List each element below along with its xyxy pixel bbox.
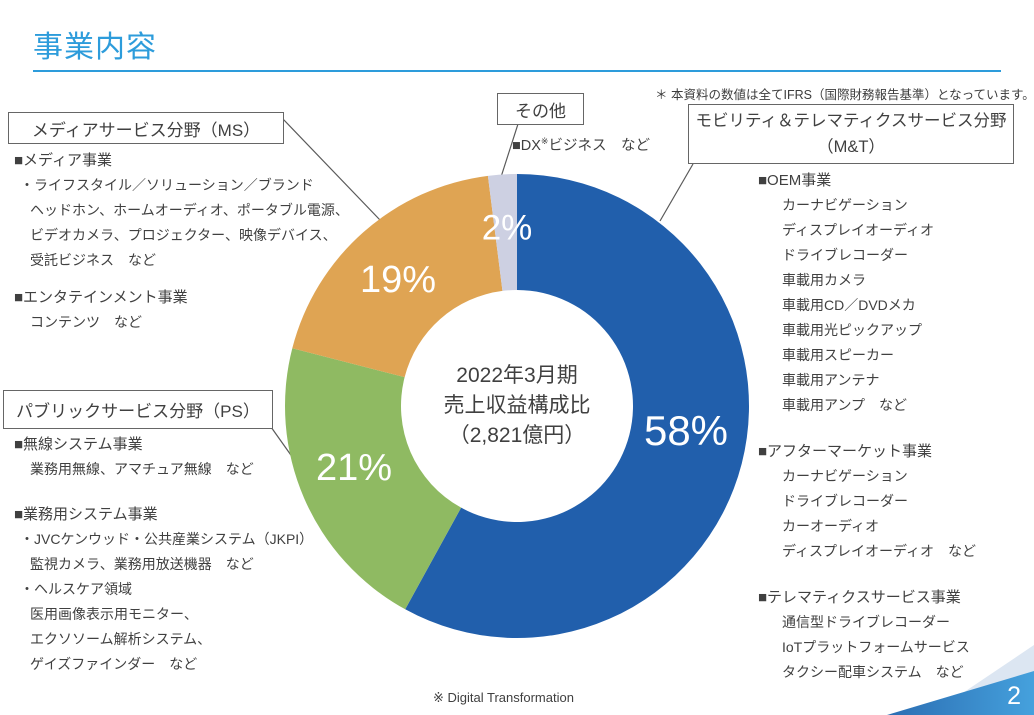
ps-business-list: ■無線システム事業 業務用無線、アマチュア無線 など ■業務用システム事業 ・J… [14,432,313,677]
group-heading: ■エンタテインメント事業 [14,289,188,306]
donut-label-other: 2% [481,208,533,248]
segment-box-ps: パブリックサービス分野（PS） [3,390,273,429]
list-line: エクソソーム解析システム、 [30,631,212,647]
mt-group-aftermarket: ■アフターマーケット事業 カーナビゲーション ドライブレコーダー カーオーディオ… [758,439,976,564]
donut-slice-other [487,174,517,291]
donut-slice-ps [285,348,462,610]
list-line: ヘッドホン、ホームオーディオ、ポータブル電源、 [30,202,349,218]
ifrs-note: ＊ 本資料の数値は全てIFRS（国際財務報告基準）となっています。 [655,88,1034,102]
list-line: ・ヘルスケア領域 [20,581,132,597]
list-line: ドライブレコーダー [782,247,908,263]
page-number: 2 [1007,682,1021,710]
list-line: ゲイズファインダー など [30,656,198,672]
list-line: 車載用CD／DVDメカ [782,297,916,313]
donut-center-label: 2022年3月期 売上収益構成比 （2,821億円） [444,361,591,451]
list-line: IoTプラットフォームサービス [782,639,970,655]
page-title: 事業内容 [33,31,157,64]
other-dx-note: ■DX※ビジネス など [512,134,650,155]
list-line: 車載用アンテナ [782,372,880,388]
connector-line-mt [659,163,694,222]
group-heading: ■アフターマーケット事業 [758,443,933,460]
list-line: 通信型ドライブレコーダー [782,614,950,630]
list-line: カーオーディオ [782,518,880,534]
connector-line-ps [270,426,294,459]
connector-line-other [500,123,519,178]
segment-box-other-label: その他 [515,101,566,121]
donut-label-ms: 19% [359,259,437,301]
list-line: ・JVCケンウッド・公共産業システム（JKPI） [20,531,314,547]
title-underline [33,70,1001,72]
list-line: 医用画像表示用モニター、 [30,606,198,622]
ms-group-media: ■メディア事業 ・ライフスタイル／ソリューション／ブランド ヘッドホン、ホームオ… [14,148,349,273]
list-line: ・ライフスタイル／ソリューション／ブランド [20,177,314,193]
segment-box-mt-label-line1: モビリティ＆テレマティクスサービス分野 [695,112,1007,130]
list-line: 車載用光ピックアップ [782,322,922,338]
center-label-line3: （2,821億円） [448,424,586,447]
segment-box-mt: モビリティ＆テレマティクスサービス分野 （M&T） [688,104,1014,164]
center-label-line2: 売上収益構成比 [443,394,591,417]
donut-chart [285,174,750,638]
group-heading: ■無線システム事業 [14,436,143,453]
dx-note-suffix: ビジネス など [548,138,650,154]
ms-business-list: ■メディア事業 ・ライフスタイル／ソリューション／ブランド ヘッドホン、ホームオ… [14,148,349,335]
ps-group-radio: ■無線システム事業 業務用無線、アマチュア無線 など [14,432,313,482]
list-line: タクシー配車システム など [782,664,964,680]
segment-box-mt-label-line2: （M&T） [817,138,885,156]
list-line: ドライブレコーダー [782,493,908,509]
mt-group-telematics: ■テレマティクスサービス事業 通信型ドライブレコーダー IoTプラットフォームサ… [758,585,976,685]
donut-slice-mt [405,174,750,638]
ps-group-professional: ■業務用システム事業 ・JVCケンウッド・公共産業システム（JKPI） 監視カメ… [14,502,313,677]
ms-group-entertainment: ■エンタテインメント事業 コンテンツ など [14,285,349,335]
list-line: 車載用アンプ など [782,397,908,413]
list-line: 監視カメラ、業務用放送機器 など [30,556,254,572]
dx-note-reference-mark: ※ [540,136,549,147]
group-heading: ■メディア事業 [14,152,113,169]
segment-box-ms-label: メディアサービス分野（MS） [31,120,261,140]
segment-box-ps-label: パブリックサービス分野（PS） [16,402,260,421]
donut-slice-ms [292,175,503,378]
list-line: ビデオカメラ、プロジェクター、映像デバイス、 [30,227,337,243]
donut-label-mt: 58% [643,407,729,454]
list-line: 受託ビジネス など [30,252,156,268]
group-heading: ■OEM事業 [758,172,832,189]
list-line: 車載用スピーカー [782,347,894,363]
dx-note-prefix: ■DX [512,138,541,154]
list-line: 車載用カメラ [782,272,866,288]
group-heading: ■業務用システム事業 [14,506,158,523]
list-line: ディスプレイオーディオ など [782,543,977,559]
corner-wedge-dark [887,671,1034,715]
list-line: 業務用無線、アマチュア無線 など [30,461,254,477]
mt-group-oem: ■OEM事業 カーナビゲーション ディスプレイオーディオ ドライブレコーダー 車… [758,168,976,418]
list-line: コンテンツ など [30,314,142,330]
list-line: カーナビゲーション [782,468,908,484]
list-line: カーナビゲーション [782,197,908,213]
connector-line-ms [282,118,381,221]
donut-label-ps: 21% [315,447,393,489]
mt-business-list: ■OEM事業 カーナビゲーション ディスプレイオーディオ ドライブレコーダー 車… [758,168,976,685]
dx-definition-footnote: ※ Digital Transformation [433,690,574,705]
list-line: ディスプレイオーディオ [782,222,935,238]
segment-box-ms: メディアサービス分野（MS） [8,112,284,144]
center-label-line1: 2022年3月期 [456,364,578,387]
group-heading: ■テレマティクスサービス事業 [758,589,961,606]
segment-box-other: その他 [497,93,584,125]
